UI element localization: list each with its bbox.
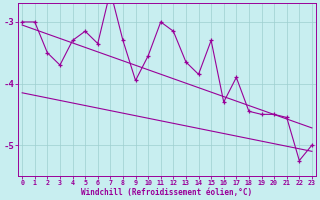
X-axis label: Windchill (Refroidissement éolien,°C): Windchill (Refroidissement éolien,°C)	[82, 188, 252, 197]
